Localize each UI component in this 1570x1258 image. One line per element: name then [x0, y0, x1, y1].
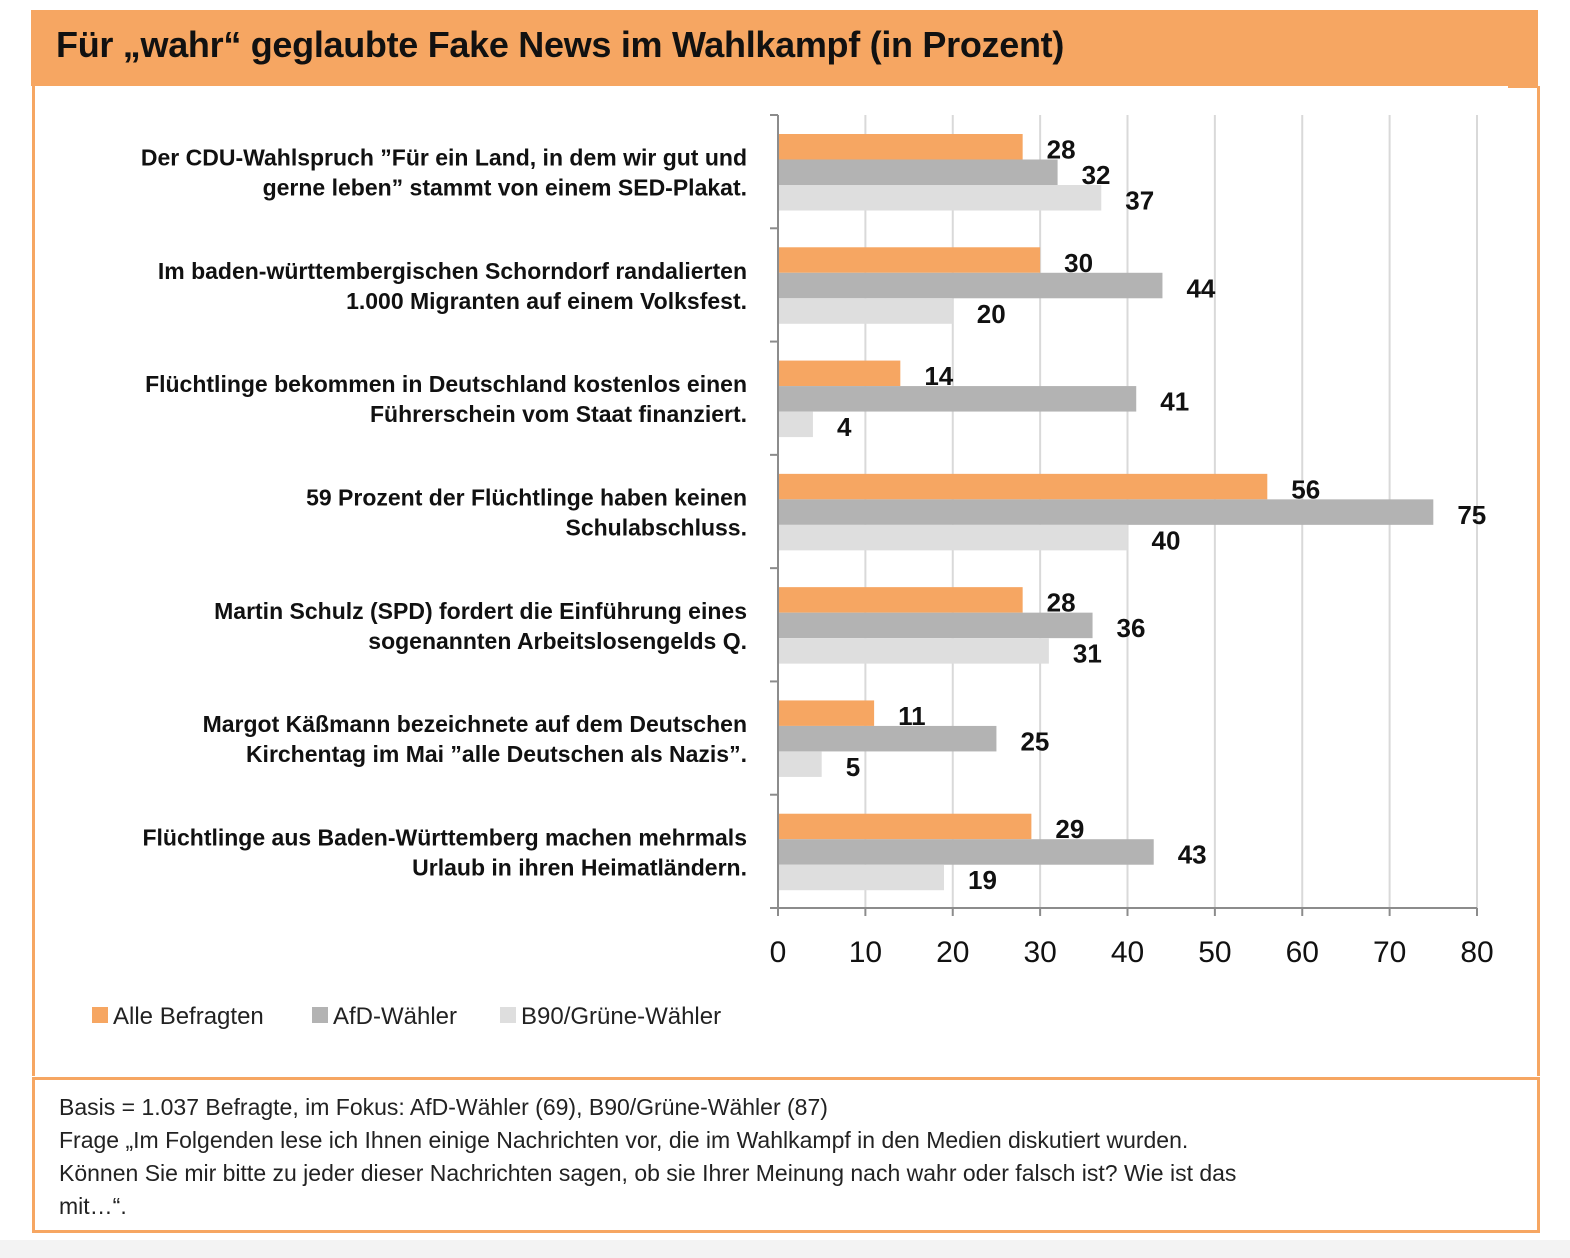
category-label: Schulabschluss.: [565, 515, 747, 541]
category-label: Flüchtlinge bekommen in Deutschland kost…: [145, 371, 747, 397]
bar: [779, 247, 1041, 273]
bar: [779, 864, 945, 891]
bar-chart: Der CDU-Wahlspruch ”Für ein Land, in dem…: [92, 114, 1494, 1030]
x-tick-label: 60: [1286, 936, 1319, 969]
legend-label: Alle Befragten: [113, 1003, 264, 1030]
legend-swatch: [92, 1007, 108, 1023]
value-label: 29: [1055, 814, 1084, 844]
bars: [779, 134, 1434, 891]
axes: [770, 114, 1478, 916]
value-label: 11: [898, 701, 926, 731]
value-label: 41: [1160, 387, 1189, 417]
value-label: 20: [977, 299, 1006, 329]
x-tick-label: 10: [849, 936, 882, 969]
category-label: 59 Prozent der Flüchtlinge haben keinen: [306, 485, 747, 511]
value-label: 19: [968, 865, 997, 895]
value-label: 75: [1457, 500, 1486, 530]
value-label: 31: [1073, 639, 1102, 669]
value-label: 28: [1047, 135, 1076, 165]
bar: [779, 298, 953, 324]
bar: [779, 360, 901, 387]
category-label: Kirchentag im Mai ”alle Deutschen als Na…: [246, 741, 747, 767]
legend-swatch: [500, 1007, 516, 1023]
value-label: 44: [1186, 273, 1215, 303]
chart-title: Für „wahr“ geglaubte Fake News im Wahlka…: [56, 24, 1065, 65]
note-basis: Basis = 1.037 Befragte, im Fokus: AfD-Wä…: [59, 1094, 828, 1120]
bar: [779, 587, 1023, 613]
x-tick-label: 0: [770, 936, 787, 969]
category-label: Urlaub in ihren Heimatländern.: [412, 854, 747, 880]
bar: [779, 473, 1268, 500]
value-label: 40: [1152, 525, 1181, 555]
value-label: 43: [1178, 840, 1207, 870]
category-label: Margot Käßmann bezeichnete auf dem Deuts…: [203, 711, 747, 737]
x-tick-label: 50: [1198, 936, 1231, 969]
legend-label: B90/Grüne-Wähler: [521, 1003, 721, 1030]
category-label: gerne leben” stammt von einem SED-Plakat…: [263, 175, 747, 201]
value-label: 25: [1020, 726, 1049, 756]
value-label: 32: [1082, 160, 1111, 190]
category-label: Der CDU-Wahlspruch ”Für ein Land, in dem…: [141, 145, 747, 171]
value-label: 4: [837, 412, 852, 442]
note-question-3: mit…“.: [59, 1193, 127, 1219]
bar: [779, 813, 1032, 840]
chart-panel: [32, 86, 1540, 1076]
bar: [779, 499, 1434, 525]
bar: [779, 524, 1128, 551]
title-banner-edge: [1508, 70, 1538, 88]
value-label: 5: [846, 752, 860, 782]
x-tick-label: 40: [1111, 936, 1144, 969]
bar: [779, 638, 1049, 664]
legend: Alle Befragten AfD-Wähler B90/Grüne-Wähler: [92, 1003, 721, 1030]
value-label: 56: [1291, 474, 1320, 504]
bar: [779, 700, 875, 726]
value-label: 14: [924, 361, 953, 391]
bar: [779, 159, 1058, 185]
category-labels: Der CDU-Wahlspruch ”Für ein Land, in dem…: [141, 145, 747, 881]
category-label: Führerschein vom Staat finanziert.: [370, 401, 747, 427]
x-tick-label: 20: [936, 936, 969, 969]
bar: [779, 612, 1093, 639]
value-label: 28: [1047, 588, 1076, 618]
bar: [779, 411, 813, 438]
bar: [779, 134, 1023, 160]
page-bottom: [0, 1240, 1570, 1258]
legend-label: AfD-Wähler: [333, 1003, 457, 1030]
bar: [779, 839, 1154, 865]
category-label: Im baden-württembergischen Schorndorf ra…: [158, 258, 747, 284]
x-tick-label: 30: [1023, 936, 1056, 969]
value-label: 37: [1125, 186, 1154, 216]
legend-swatch: [312, 1007, 328, 1023]
x-tick-label: 80: [1460, 936, 1493, 969]
title-banner: [31, 10, 1538, 86]
bar: [779, 725, 997, 752]
bar: [779, 751, 822, 777]
notes-box: Basis = 1.037 Befragte, im Fokus: AfD-Wä…: [32, 1077, 1540, 1233]
note-question-1: Frage „Im Folgenden lese ich Ihnen einig…: [59, 1127, 1189, 1153]
category-label: sogenannten Arbeitslosengelds Q.: [368, 628, 747, 654]
value-label: 36: [1117, 613, 1146, 643]
category-label: 1.000 Migranten auf einem Volksfest.: [346, 288, 747, 314]
category-label: Martin Schulz (SPD) fordert die Einführu…: [214, 598, 747, 624]
x-tick-label: 70: [1373, 936, 1406, 969]
note-question-2: Können Sie mir bitte zu jeder dieser Nac…: [59, 1160, 1237, 1186]
x-tick-labels: 0 10 20 30 40 50 60 70 80: [770, 936, 1494, 969]
category-label: Flüchtlinge aus Baden-Württemberg machen…: [142, 824, 747, 850]
bar: [779, 185, 1102, 211]
bar: [779, 272, 1163, 299]
value-label: 30: [1064, 248, 1093, 278]
bar: [779, 386, 1137, 412]
